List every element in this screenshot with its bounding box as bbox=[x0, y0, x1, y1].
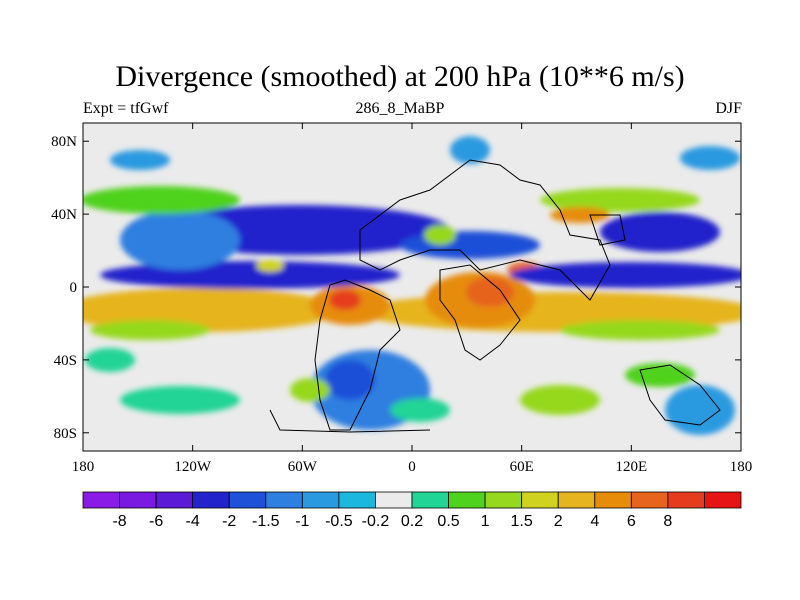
longitude-axis: 180 120W 60W 0 60E 120E 180 bbox=[72, 123, 753, 475]
colorbar-swatch bbox=[667, 491, 705, 509]
latitude-axis: 80N 40N 0 40S 80S bbox=[51, 134, 741, 442]
colorbar-swatch bbox=[630, 491, 669, 509]
lat-tick-label: 40N bbox=[51, 207, 77, 223]
colorbar-swatch bbox=[704, 491, 742, 509]
continent-outlines bbox=[269, 159, 721, 433]
colorbar-swatch bbox=[192, 491, 230, 509]
colorbar-swatch bbox=[301, 491, 340, 509]
lon-tick-label: 180 bbox=[72, 459, 95, 475]
colorbar-swatch bbox=[375, 491, 413, 509]
colorbar-swatch bbox=[338, 491, 376, 509]
colorbar-swatch bbox=[484, 491, 523, 509]
colorbar-swatch bbox=[594, 491, 632, 509]
lat-tick-label: 0 bbox=[70, 280, 78, 296]
colorbar-label: 2 bbox=[554, 513, 563, 530]
colorbar-swatch bbox=[119, 491, 157, 509]
experiment-label: Expt = tfGwf bbox=[83, 100, 169, 117]
colorbar-label: -2 bbox=[222, 513, 236, 530]
lon-tick-label: 180 bbox=[730, 459, 753, 475]
period-label: 286_8_MaBP bbox=[355, 100, 445, 117]
colorbar-label: 1.5 bbox=[511, 513, 533, 530]
lat-tick-label: 80S bbox=[54, 426, 77, 442]
colorbar-swatch bbox=[155, 491, 194, 509]
lon-tick-label: 60E bbox=[510, 459, 534, 475]
colorbar-label: -4 bbox=[186, 513, 200, 530]
colorbar-swatch bbox=[448, 491, 486, 509]
lon-tick-label: 120E bbox=[615, 459, 647, 475]
colorbar-swatch bbox=[557, 491, 596, 509]
colorbar-swatch bbox=[521, 491, 559, 509]
lat-tick-label: 40S bbox=[54, 353, 77, 369]
colorbar-swatch bbox=[411, 491, 449, 509]
map-title: Divergence (smoothed) at 200 hPa (10**6 … bbox=[115, 60, 685, 93]
colorbar-label: -1 bbox=[295, 513, 309, 530]
colorbar-swatch bbox=[265, 491, 303, 509]
colorbar-label: 4 bbox=[590, 513, 599, 530]
colorbar-label: -0.5 bbox=[325, 513, 353, 530]
colorbar-swatch bbox=[82, 491, 120, 509]
lon-tick-label: 0 bbox=[408, 459, 416, 475]
colorbar-label: -1.5 bbox=[252, 513, 280, 530]
divergence-field bbox=[83, 123, 741, 451]
lon-tick-label: 120W bbox=[174, 459, 212, 475]
colorbar-label: 0.5 bbox=[437, 513, 459, 530]
colorbar-label: -6 bbox=[149, 513, 163, 530]
colorbar-label: 1 bbox=[481, 513, 490, 530]
colorbar-label: 6 bbox=[627, 513, 636, 530]
lon-tick-label: 60W bbox=[288, 459, 318, 475]
lat-tick-label: 80N bbox=[51, 134, 77, 150]
colorbar-label: 8 bbox=[663, 513, 672, 530]
colorbar: -8 -6 -4 -2 -1.5 -1 -0.5 -0.2 0.2 0.5 1 1.5 2 4 6 8 bbox=[82, 491, 742, 530]
colorbar-label: -8 bbox=[112, 513, 126, 530]
colorbar-swatch bbox=[228, 491, 267, 509]
colorbar-label: -0.2 bbox=[362, 513, 390, 530]
season-label: DJF bbox=[715, 100, 742, 117]
colorbar-label: 0.2 bbox=[401, 513, 423, 530]
